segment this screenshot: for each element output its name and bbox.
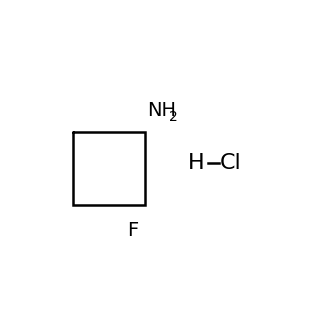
Text: NH: NH (147, 101, 176, 120)
Text: 2: 2 (169, 111, 178, 124)
Text: Cl: Cl (220, 153, 242, 173)
Text: F: F (127, 221, 138, 240)
Text: H: H (188, 153, 205, 173)
